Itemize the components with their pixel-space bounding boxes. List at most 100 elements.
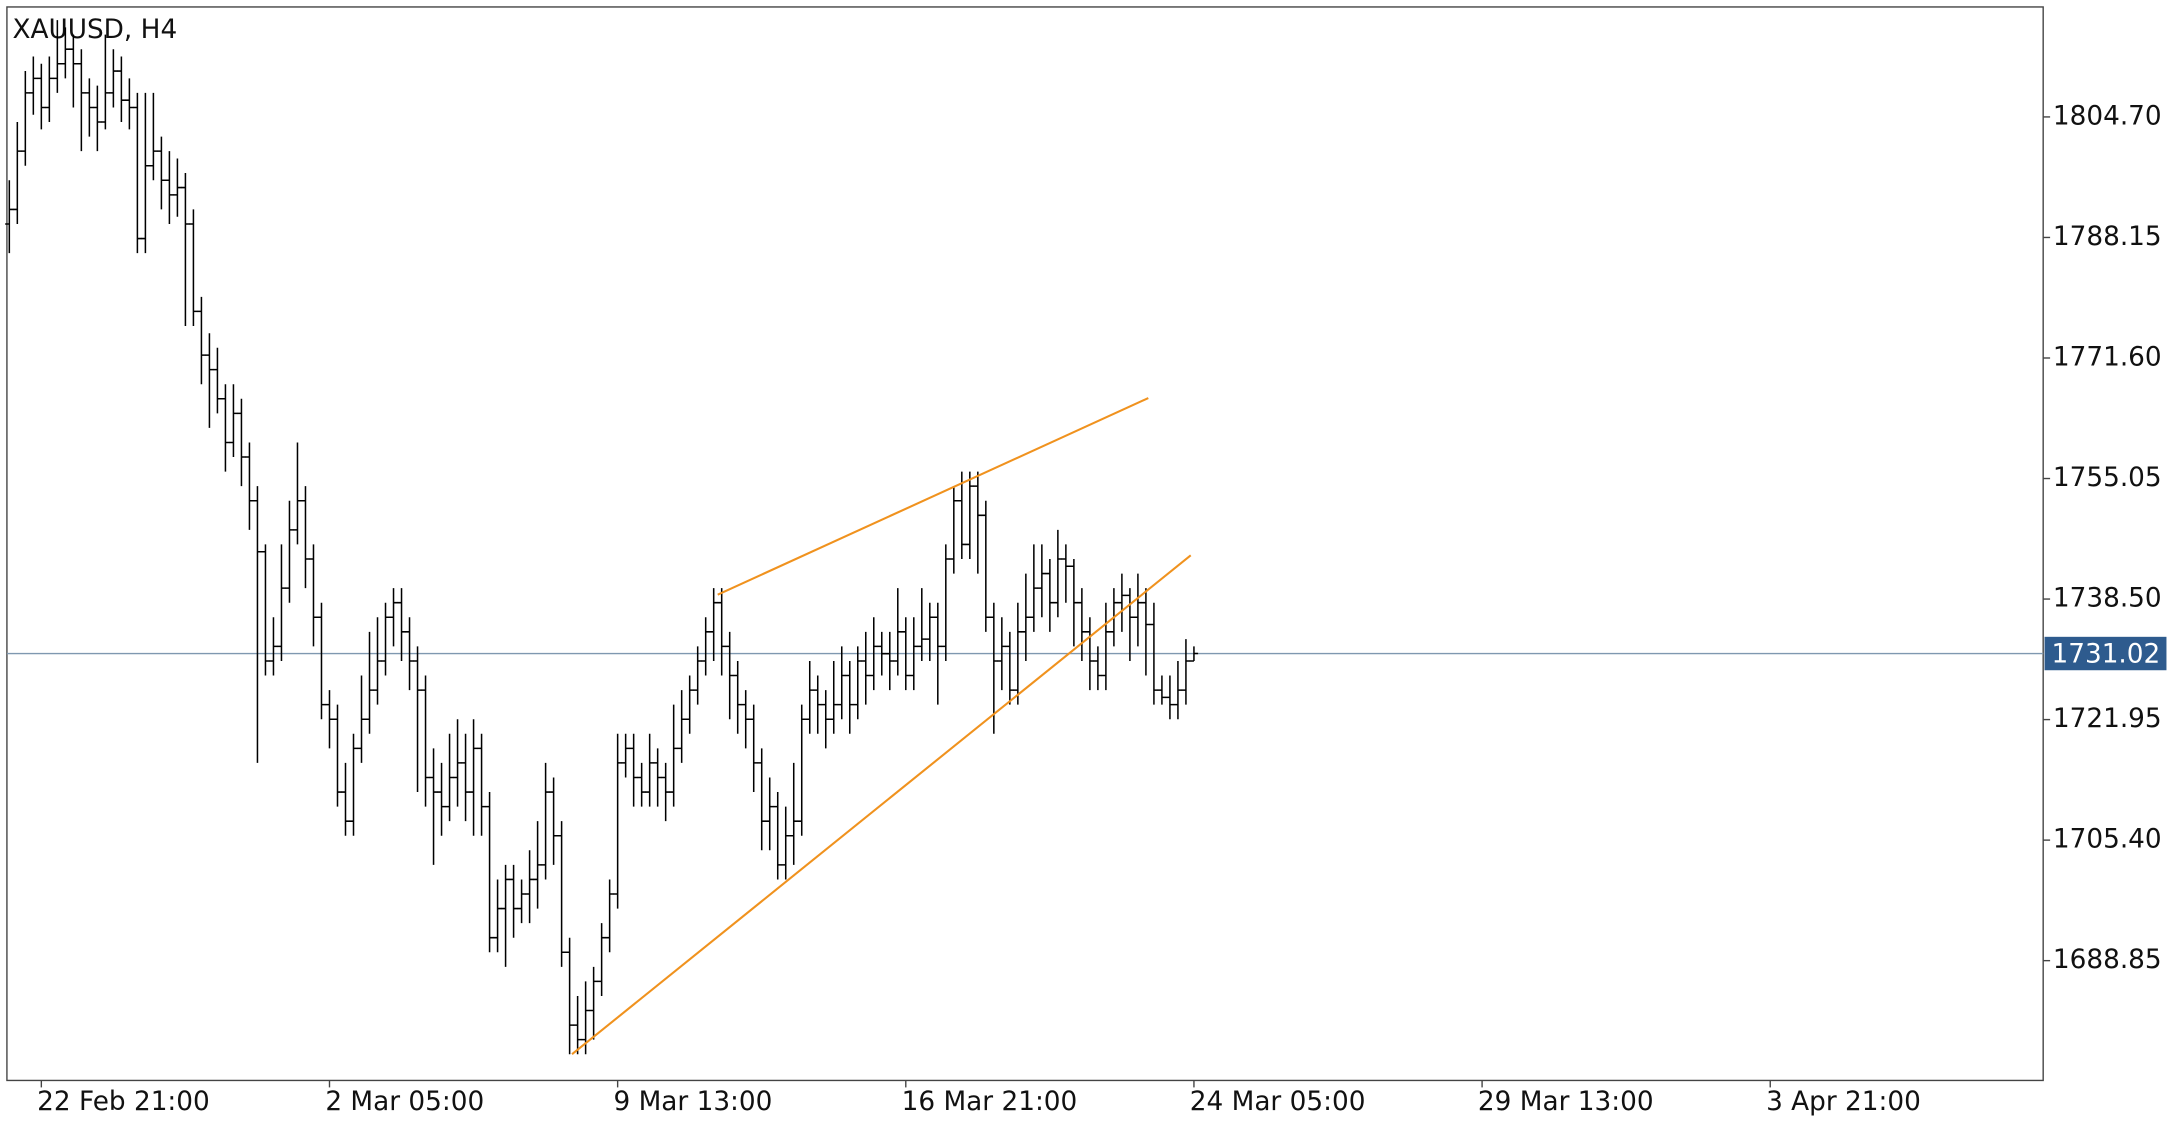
ohlc-bar bbox=[1117, 573, 1127, 632]
ohlc-bar bbox=[485, 792, 494, 953]
ohlc-bar bbox=[77, 49, 86, 152]
ohlc-bar bbox=[949, 486, 958, 574]
ohlc-bar bbox=[389, 588, 398, 647]
ohlc-bar bbox=[53, 20, 62, 93]
ohlc-bar bbox=[101, 34, 110, 130]
ohlc-bar bbox=[5, 180, 14, 254]
ohlc-bar bbox=[245, 442, 254, 530]
ohlc-bar bbox=[981, 500, 990, 632]
ohlc-bar bbox=[397, 588, 406, 661]
ohlc-bar bbox=[1045, 558, 1055, 632]
ohlc-bar bbox=[85, 78, 94, 137]
ohlc-bar bbox=[877, 631, 886, 676]
ohlc-bar bbox=[525, 850, 534, 924]
ohlc-bar bbox=[613, 733, 622, 909]
ohlc-bar bbox=[629, 733, 638, 807]
ohlc-bar bbox=[517, 879, 526, 924]
ohlc-bar bbox=[885, 631, 894, 691]
ohlc-bar bbox=[1085, 617, 1095, 691]
ohlc-bar bbox=[941, 544, 950, 661]
ohlc-bar bbox=[405, 617, 414, 691]
ohlc-bar bbox=[1165, 675, 1175, 720]
ohlc-bar bbox=[821, 690, 830, 749]
plot-frame bbox=[6, 6, 2044, 1082]
ohlc-bar bbox=[373, 617, 382, 705]
ohlc-bar bbox=[669, 704, 678, 807]
ohlc-bar bbox=[925, 602, 934, 661]
ohlc-bar bbox=[493, 879, 502, 953]
ohlc-bar bbox=[789, 762, 798, 865]
ohlc-bar bbox=[285, 500, 294, 603]
ohlc-bar bbox=[541, 762, 550, 880]
ohlc-bar bbox=[413, 646, 422, 793]
ohlc-bar bbox=[1181, 639, 1191, 705]
ohlc-bar bbox=[197, 296, 206, 385]
ohlc-bar bbox=[453, 719, 462, 807]
ohlc-bar bbox=[21, 71, 30, 166]
x-tick-label: 3 Apr 21:00 bbox=[1766, 1087, 1921, 1117]
ohlc-bar bbox=[437, 762, 446, 836]
ohlc-bar bbox=[565, 937, 574, 1055]
ohlc-bar bbox=[189, 209, 198, 326]
ohlc-bar bbox=[325, 690, 334, 749]
trend-line bbox=[717, 397, 1149, 596]
ohlc-bar bbox=[685, 675, 694, 734]
ohlc-bar bbox=[1037, 544, 1047, 618]
ohlc-bar bbox=[917, 588, 926, 661]
ohlc-bar bbox=[1061, 544, 1071, 603]
ohlc-bar bbox=[749, 704, 758, 793]
ohlc-bar bbox=[45, 56, 54, 123]
ohlc-bar bbox=[997, 617, 1006, 691]
ohlc-bar bbox=[429, 748, 438, 865]
y-tick-label: 1804.70 bbox=[2053, 101, 2162, 131]
ohlc-bar bbox=[1005, 631, 1014, 705]
ohlc-bar bbox=[1133, 573, 1143, 647]
y-tick-label: 1771.60 bbox=[2053, 342, 2162, 372]
ohlc-bar bbox=[341, 762, 350, 836]
ohlc-bar bbox=[589, 966, 598, 1040]
ohlc-bar bbox=[165, 151, 174, 224]
ohlc-bar bbox=[309, 544, 318, 647]
ohlc-bar bbox=[1013, 602, 1023, 705]
ohlc-bar bbox=[469, 719, 478, 836]
ohlc-bar bbox=[181, 173, 190, 326]
ohlc-bar bbox=[277, 544, 286, 661]
ohlc-bar bbox=[557, 821, 566, 967]
ohlc-bar bbox=[869, 617, 878, 691]
ohlc-bar bbox=[1093, 646, 1103, 691]
ohlc-bar bbox=[133, 92, 142, 254]
x-tick-label: 24 Mar 05:00 bbox=[1190, 1087, 1366, 1117]
ohlc-bar bbox=[445, 733, 454, 822]
last-price-label: 1731.02 bbox=[2051, 639, 2160, 669]
ohlc-bar bbox=[1021, 573, 1031, 661]
last-price-box bbox=[2044, 636, 2167, 671]
ohlc-bar bbox=[173, 158, 182, 217]
ohlc-bar bbox=[1077, 588, 1087, 661]
ohlc-bar bbox=[149, 92, 158, 181]
ohlc-bar bbox=[773, 792, 782, 880]
ohlc-bar bbox=[693, 646, 702, 705]
ohlc-bar bbox=[597, 923, 606, 996]
ohlc-bar bbox=[933, 602, 942, 705]
ohlc-bar bbox=[13, 122, 22, 224]
ohlc-bar bbox=[741, 690, 750, 749]
ohlc-bar bbox=[853, 646, 862, 720]
ohlc-bar bbox=[1029, 544, 1039, 632]
ohlc-bar bbox=[461, 733, 470, 822]
y-tick-label: 1755.05 bbox=[2053, 463, 2162, 493]
ohlc-bar bbox=[509, 864, 518, 938]
ohlc-bar bbox=[1125, 588, 1135, 661]
ohlc-bar bbox=[381, 602, 390, 676]
x-tick-label: 2 Mar 05:00 bbox=[325, 1087, 484, 1117]
ohlc-bar bbox=[477, 733, 486, 836]
y-tick-label: 1688.85 bbox=[2053, 945, 2162, 975]
ohlc-bar bbox=[909, 617, 918, 691]
chart-title: XAUUSD, H4 bbox=[12, 15, 177, 45]
ohlc-bar bbox=[93, 85, 102, 152]
ohlc-bar bbox=[349, 733, 358, 836]
ohlc-bar bbox=[157, 136, 166, 210]
x-tick-label: 9 Mar 13:00 bbox=[613, 1087, 772, 1117]
ohlc-bar bbox=[989, 602, 998, 734]
ohlc-bar bbox=[221, 384, 230, 472]
